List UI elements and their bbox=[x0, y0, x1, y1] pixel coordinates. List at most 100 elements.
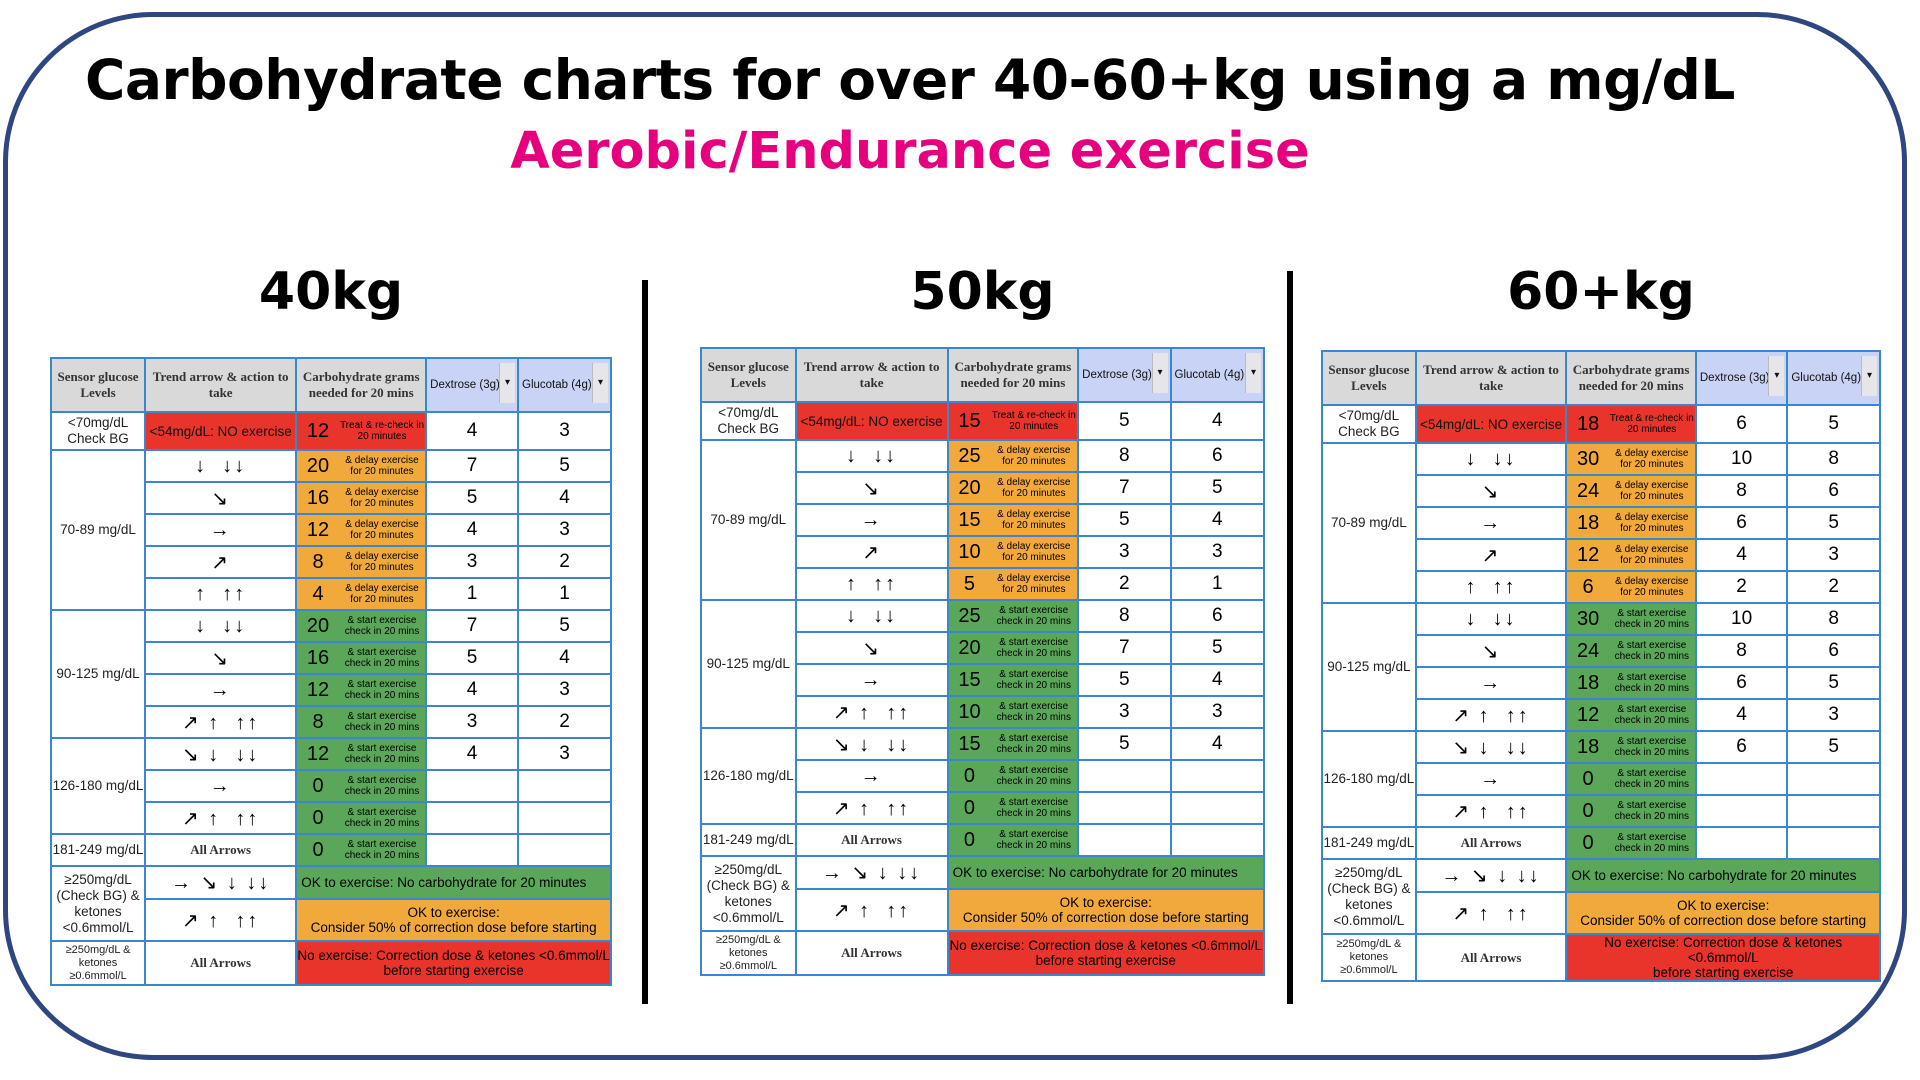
carb-chart-table: Sensor glucose Levels Trend arrow & actio… bbox=[700, 347, 1266, 976]
carb-grams-cell: 10 bbox=[946, 535, 991, 569]
carb-grams-cell: 0 bbox=[1565, 794, 1609, 828]
glucotab-tablets-cell bbox=[517, 801, 612, 835]
dropdown-filter-button[interactable]: ▾ bbox=[1151, 353, 1168, 393]
header-glucotab: Glucotab (4g) ▾ bbox=[517, 357, 612, 413]
header-dextrose: Dextrose (3g) ▾ bbox=[1077, 347, 1172, 403]
trend-arrows-cell: ↓ ↓↓ bbox=[794, 599, 949, 633]
glucose-level-cell: <70mg/dL Check BG bbox=[700, 401, 797, 441]
table-row: <70mg/dL Check BG <54mg/dL: NO exercise 15… bbox=[700, 401, 1265, 441]
dropdown-filter-button[interactable]: ▾ bbox=[1768, 356, 1785, 396]
table-row: ≥250mg/dL & ketones ≥0.6mmol/L All Arrows… bbox=[700, 930, 1266, 976]
trend-arrows-cell: ↘ bbox=[144, 641, 298, 675]
header-row: Sensor glucose Levels Trend arrow & actio… bbox=[49, 357, 612, 413]
dextrose-tablets-cell bbox=[1694, 826, 1789, 860]
glucose-level-cell: 181-249 mg/dL bbox=[700, 823, 797, 857]
glucotab-tablets-cell: 2 bbox=[517, 705, 612, 739]
dropdown-filter-button[interactable]: ▾ bbox=[1245, 353, 1261, 393]
action-cell: <54mg/dL: NO exercise bbox=[794, 401, 949, 441]
carb-grams-cell: 16 bbox=[295, 641, 339, 675]
dropdown-filter-button[interactable]: ▾ bbox=[592, 363, 608, 403]
carb-action-note: & start exercise check in 20 mins bbox=[1608, 634, 1697, 668]
carb-action-note: & delay exercise for 20 minutes bbox=[338, 545, 428, 579]
trend-arrows-cell: → bbox=[1414, 666, 1568, 700]
dextrose-tablets-cell: 4 bbox=[425, 513, 519, 547]
trend-arrows-cell: ↗ ↑ ↑↑ bbox=[144, 705, 298, 739]
trend-arrows-cell: ↓ ↓↓ bbox=[794, 439, 949, 473]
glucose-level-cell: 181-249 mg/dL bbox=[49, 833, 147, 867]
carb-action-note: & delay exercise for 20 minutes bbox=[338, 449, 428, 483]
dextrose-tablets-cell: 5 bbox=[1077, 663, 1172, 697]
carb-action-note: & start exercise check in 20 mins bbox=[990, 759, 1080, 793]
exercise-message: OK to exercise: No carbohydrate for 20 m… bbox=[946, 855, 1266, 890]
table-row: ↗ ↑ ↑↑ 0 & start exercise check in 20 mins bbox=[1322, 794, 1881, 828]
carb-grams-cell: 10 bbox=[946, 695, 991, 729]
table-row: → 18 & start exercise check in 20 mins 6 5 bbox=[1322, 666, 1881, 700]
glucotab-tablets-cell: 5 bbox=[1786, 666, 1881, 700]
carb-grams-cell: 30 bbox=[1565, 442, 1609, 476]
carb-grams-cell: 15 bbox=[946, 663, 991, 697]
carb-grams-cell: 12 bbox=[295, 737, 339, 771]
glucotab-tablets-cell: 4 bbox=[517, 481, 612, 515]
trend-arrows-cell: ↗ ↑ ↑↑ bbox=[794, 791, 949, 825]
glucose-level-cell: ≥250mg/dL & ketones ≥0.6mmol/L bbox=[49, 940, 147, 986]
table-row: ↗ ↑ ↑↑ OK to exercise: Consider 50% of co… bbox=[1322, 891, 1881, 935]
carb-action-note: & delay exercise for 20 minutes bbox=[1608, 506, 1697, 540]
glucose-level-cell: ≥250mg/dL (Check BG) & ketones <0.6mmol/… bbox=[1321, 858, 1417, 935]
carb-grams-cell: 25 bbox=[946, 439, 991, 473]
carb-grams-cell: 0 bbox=[1565, 762, 1609, 796]
carb-grams-cell: 20 bbox=[946, 631, 991, 665]
dextrose-tablets-cell: 5 bbox=[1077, 503, 1172, 537]
dextrose-tablets-cell: 1 bbox=[425, 577, 519, 611]
carb-grams-cell: 15 bbox=[946, 727, 991, 761]
trend-arrows-cell: → bbox=[794, 663, 949, 697]
carb-action-note: & delay exercise for 20 minutes bbox=[990, 471, 1080, 505]
trend-arrows-cell: ↘ ↓ ↓↓ bbox=[794, 727, 949, 761]
dextrose-tablets-cell: 5 bbox=[425, 641, 519, 675]
table-row: 126-180 mg/dL ↘ ↓ ↓↓ 12 & start exercise ch… bbox=[49, 737, 612, 835]
dextrose-tablets-cell: 4 bbox=[1694, 538, 1789, 572]
glucotab-tablets-cell: 5 bbox=[1169, 471, 1265, 505]
carb-grams-cell: 20 bbox=[295, 449, 339, 483]
glucotab-tablets-cell: 6 bbox=[1169, 599, 1265, 633]
page-title: Carbohydrate charts for over 40-60+kg us… bbox=[85, 48, 1735, 112]
glucotab-tablets-cell: 5 bbox=[1169, 631, 1265, 665]
carb-grams-cell: 12 bbox=[1565, 538, 1609, 572]
dropdown-filter-button[interactable]: ▾ bbox=[1861, 356, 1877, 396]
carb-action-note: & delay exercise for 20 minutes bbox=[990, 535, 1080, 569]
glucotab-tablets-cell: 3 bbox=[1169, 695, 1265, 729]
trend-arrows-cell: ↘ ↓ ↓↓ bbox=[144, 737, 298, 771]
carb-action-note: & delay exercise for 20 minutes bbox=[1608, 442, 1697, 476]
carb-grams-cell: 25 bbox=[946, 599, 991, 633]
dextrose-tablets-cell bbox=[425, 833, 519, 867]
table-row: → 12 & delay exercise for 20 minutes 4 3 bbox=[51, 513, 612, 547]
header-dextrose-label: Dextrose (3g) bbox=[1699, 372, 1770, 384]
glucotab-tablets-cell: 4 bbox=[1169, 663, 1265, 697]
table-row: ↘ 20 & start exercise check in 20 mins 7 5 bbox=[701, 631, 1265, 665]
carb-action-note: & start exercise check in 20 mins bbox=[990, 823, 1080, 857]
trend-arrows-cell: ↓ ↓↓ bbox=[144, 449, 298, 483]
exercise-message: No exercise: Correction dose & ketones <… bbox=[1565, 933, 1881, 982]
table-row: ↗ ↑ ↑↑ OK to exercise: Consider 50% of co… bbox=[701, 888, 1266, 932]
dextrose-tablets-cell: 4 bbox=[425, 673, 519, 707]
carb-grams-cell: 20 bbox=[295, 609, 339, 643]
table-row: 126-180 mg/dL ↘ ↓ ↓↓ 18 & start exercise ch… bbox=[1321, 730, 1881, 828]
glucose-level-cell: 181-249 mg/dL bbox=[1321, 826, 1417, 860]
carb-grams-cell: 12 bbox=[295, 411, 339, 451]
glucotab-tablets-cell: 3 bbox=[517, 513, 612, 547]
table-row: ↑ ↑↑ 6 & delay exercise for 20 minutes 2 2 bbox=[1322, 570, 1881, 604]
trend-arrows-cell: ↗ ↑ ↑↑ bbox=[794, 888, 949, 932]
table-row: ≥250mg/dL (Check BG) & ketones <0.6mmol/… bbox=[1321, 858, 1881, 935]
dextrose-tablets-cell: 3 bbox=[1077, 535, 1172, 569]
dextrose-tablets-cell: 7 bbox=[1077, 471, 1172, 505]
glucotab-tablets-cell bbox=[1786, 762, 1881, 796]
carb-action-note: & start exercise check in 20 mins bbox=[990, 663, 1080, 697]
glucotab-tablets-cell bbox=[1786, 826, 1881, 860]
table-row: ↗ ↑ ↑↑ 8 & start exercise check in 20 mins… bbox=[51, 705, 612, 739]
glucotab-tablets-cell bbox=[1786, 794, 1881, 828]
dropdown-filter-button[interactable]: ▾ bbox=[499, 363, 515, 403]
glucose-level-cell: 70-89 mg/dL bbox=[49, 449, 147, 611]
glucotab-tablets-cell: 4 bbox=[1169, 503, 1265, 537]
exercise-message: OK to exercise: Consider 50% of correcti… bbox=[1565, 891, 1881, 935]
header-dextrose-label: Dextrose (3g) bbox=[1082, 369, 1152, 381]
carb-chart-table: Sensor glucose Levels Trend arrow & actio… bbox=[1321, 350, 1881, 982]
